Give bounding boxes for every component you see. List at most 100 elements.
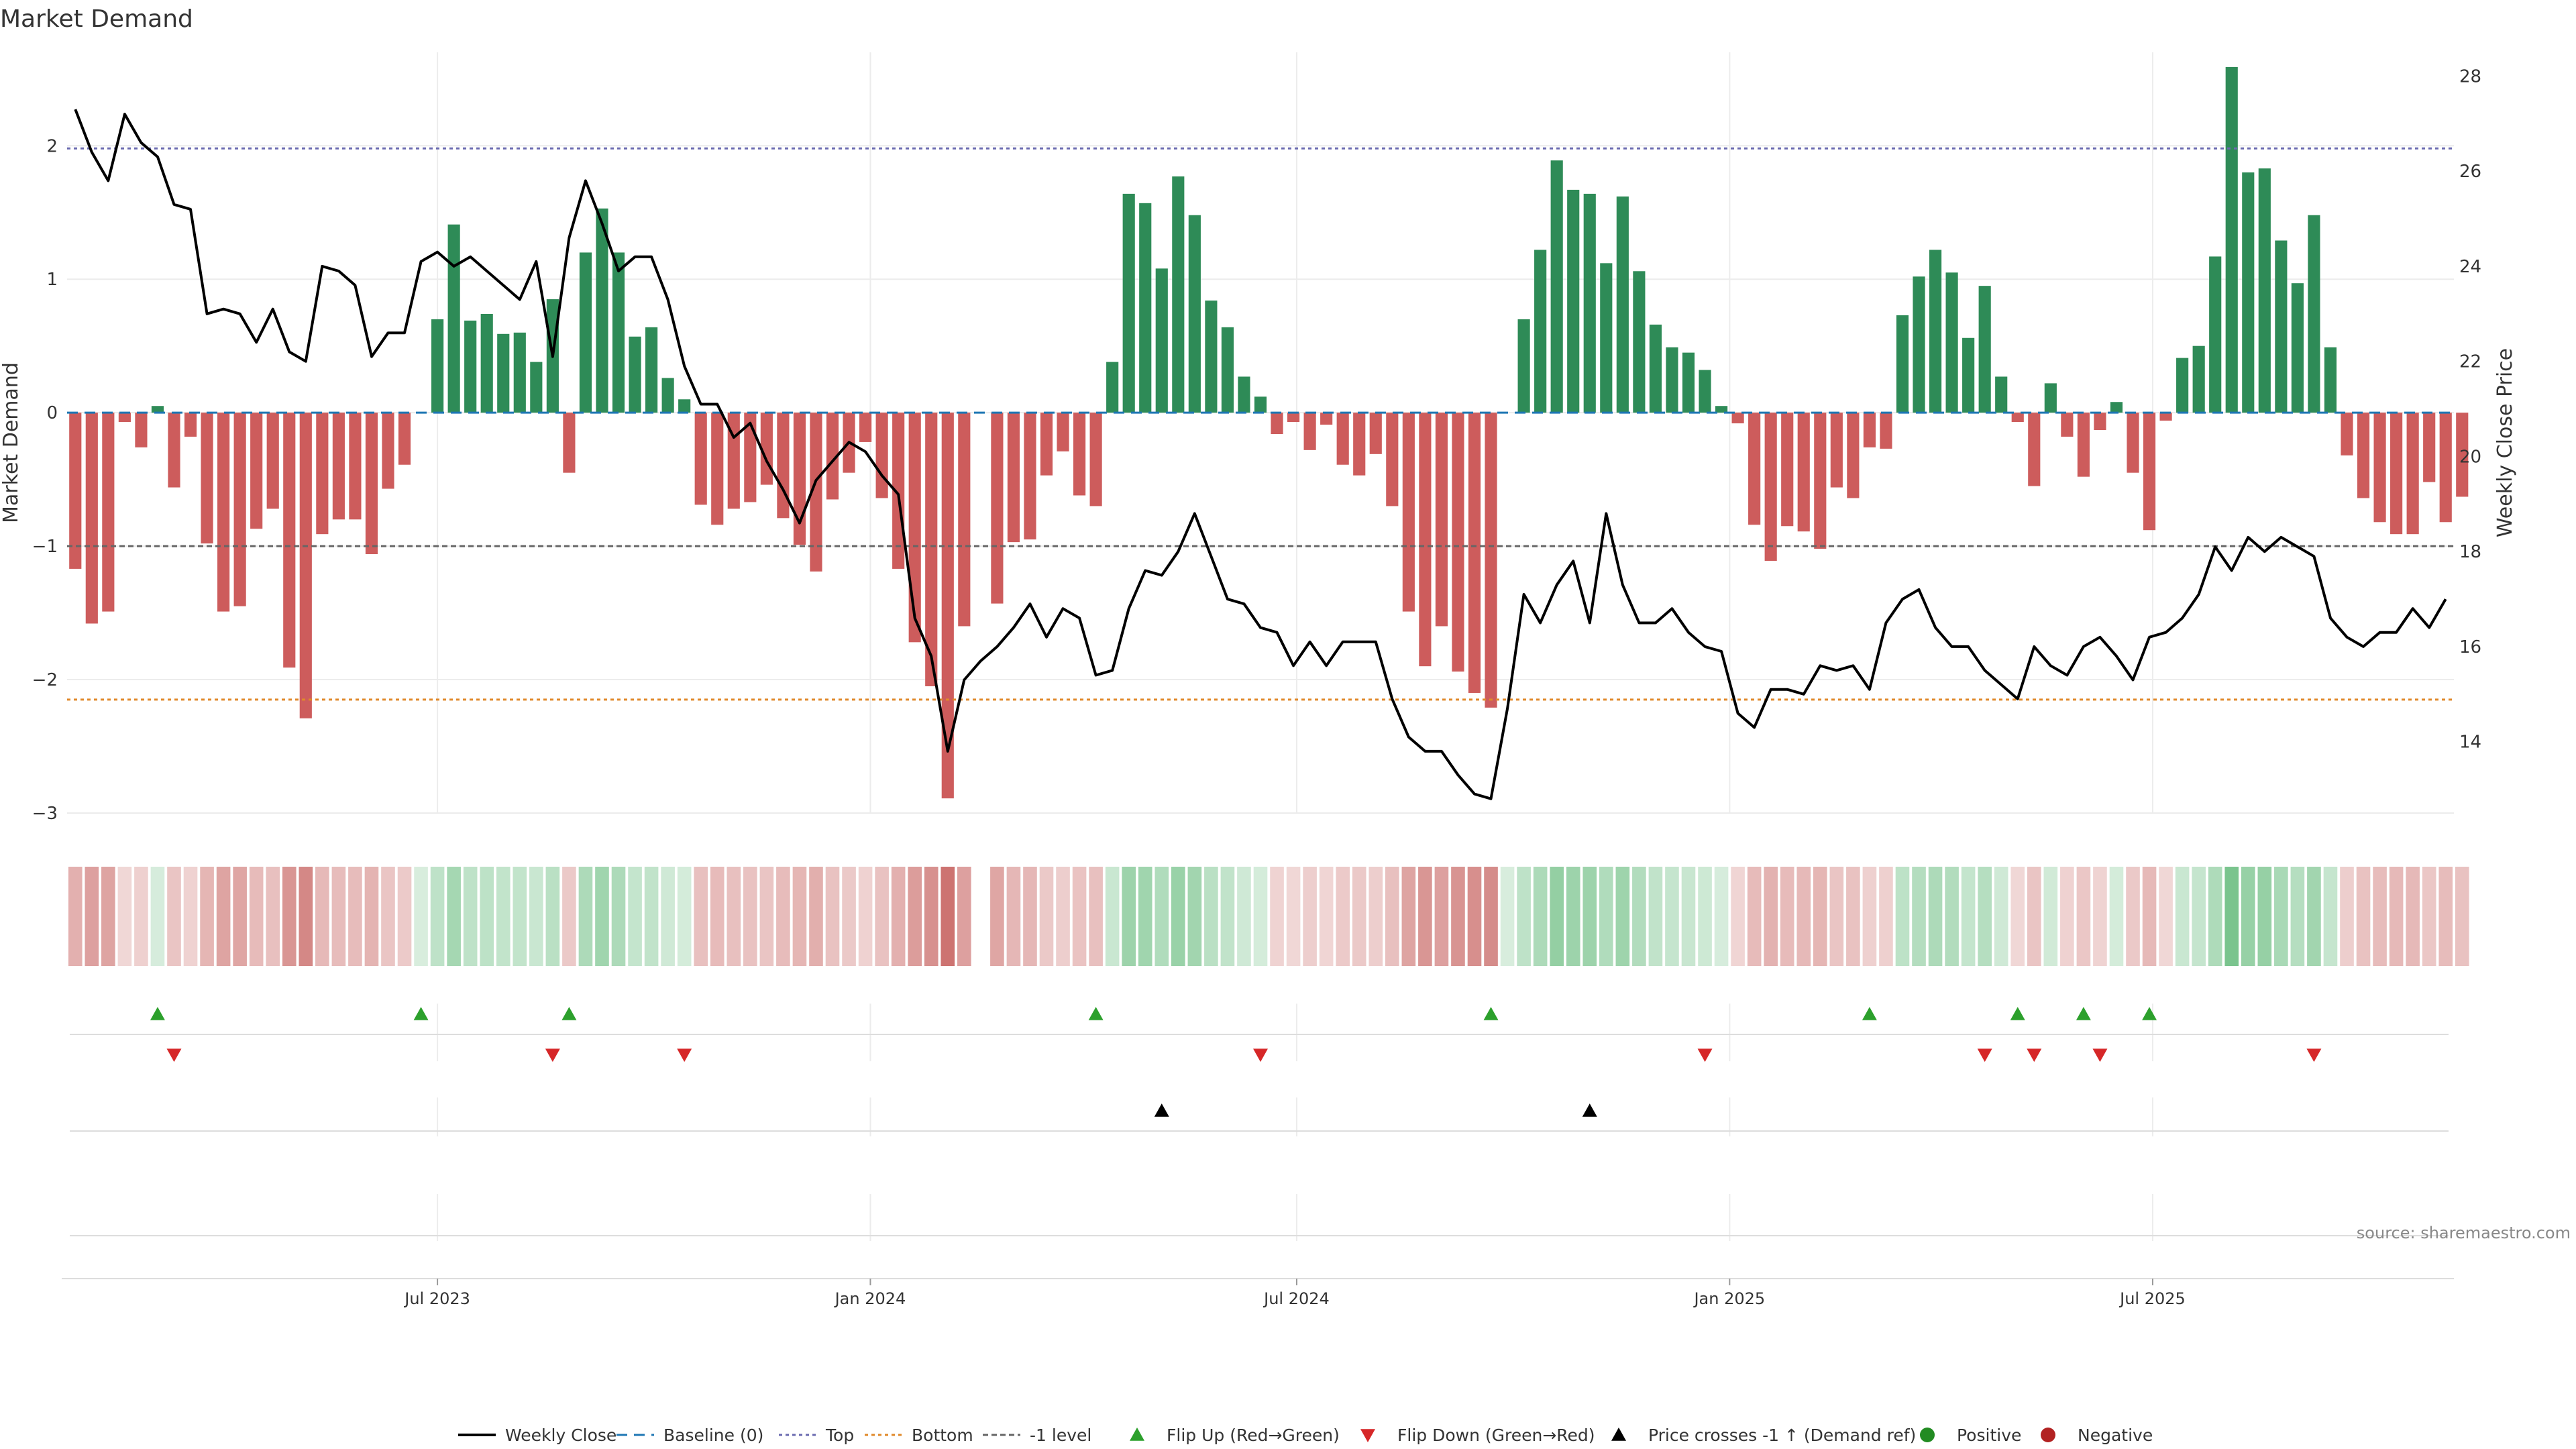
demand-bar-positive xyxy=(1896,315,1909,413)
demand-bar-negative xyxy=(168,413,180,488)
heat-cell-negative xyxy=(776,867,790,966)
heat-cell-positive xyxy=(1171,867,1185,966)
heat-cell-positive xyxy=(545,867,560,966)
demand-bar-negative xyxy=(2127,413,2139,473)
right-tick-label: 26 xyxy=(2459,162,2481,182)
flip-down-marker xyxy=(1697,1049,1713,1062)
right-tick-label: 18 xyxy=(2459,542,2481,562)
demand-bar-positive xyxy=(661,378,674,413)
heat-cell-positive xyxy=(463,867,478,966)
demand-bar-negative xyxy=(349,413,362,520)
legend-label: Flip Up (Red→Green) xyxy=(1167,1426,1340,1445)
demand-bar-positive xyxy=(1929,250,1942,413)
heat-cell-negative xyxy=(167,867,181,966)
heat-cell-negative xyxy=(134,867,148,966)
heat-cell-negative xyxy=(233,867,247,966)
demand-bar-negative xyxy=(299,413,312,718)
legend-label: Positive xyxy=(1957,1426,2021,1445)
demand-bar-negative xyxy=(1336,413,1349,465)
demand-bar-positive xyxy=(629,336,641,413)
demand-bar-negative xyxy=(2094,413,2106,431)
heat-cell-negative xyxy=(216,867,231,966)
demand-bar-negative xyxy=(1419,413,1432,667)
demand-bar-negative xyxy=(727,413,740,509)
heat-cell-negative xyxy=(2373,867,2387,966)
heat-cell-positive xyxy=(1895,867,1910,966)
demand-bar-negative xyxy=(217,413,230,612)
demand-bar-positive xyxy=(1550,160,1563,413)
heat-cell-negative xyxy=(858,867,873,966)
demand-bar-negative xyxy=(1468,413,1481,693)
heat-cell-negative xyxy=(1286,867,1301,966)
flip-up-marker xyxy=(413,1007,429,1020)
demand-bar-negative xyxy=(1057,413,1069,451)
demand-bar-positive xyxy=(2192,345,2205,413)
grid xyxy=(67,52,2454,1241)
heat-cell-negative xyxy=(2455,867,2469,966)
demand-bar-negative xyxy=(1863,413,1876,447)
heat-cell-negative xyxy=(1451,867,1465,966)
right-tick-label: 14 xyxy=(2459,733,2481,753)
heat-cell-positive xyxy=(1138,867,1152,966)
flip-down-marker xyxy=(2027,1049,2042,1062)
heat-cell-negative xyxy=(2340,867,2354,966)
heat-cell-negative xyxy=(1336,867,1350,966)
demand-bar-negative xyxy=(810,413,822,572)
heat-cell-negative xyxy=(1089,867,1103,966)
demand-bar-negative xyxy=(135,413,148,447)
heat-cell-negative xyxy=(2438,867,2453,966)
heat-cell-negative xyxy=(2406,867,2420,966)
demand-bar-positive xyxy=(1205,301,1218,413)
flip-down-marker xyxy=(545,1049,560,1062)
x-tick-label: Jul 2023 xyxy=(403,1289,470,1308)
x-tick-label: Jan 2025 xyxy=(1693,1289,1765,1308)
heat-cell-positive xyxy=(1648,867,1663,966)
flip-up-marker xyxy=(2076,1007,2091,1020)
demand-bar-positive xyxy=(2291,283,2304,413)
demand-bar-negative xyxy=(2143,413,2156,531)
heat-cell-negative xyxy=(266,867,280,966)
demand-bar-negative xyxy=(2406,413,2419,535)
heat-cell-negative xyxy=(727,867,741,966)
demand-bar-negative xyxy=(1435,413,1448,627)
heat-cell-negative xyxy=(200,867,214,966)
x-axis: Jul 2023 Jan 2024 Jul 2024 Jan 2025 Jul 2025 xyxy=(62,1278,2454,1308)
heat-cell-negative xyxy=(183,867,198,966)
demand-bar-negative xyxy=(2357,413,2370,498)
legend-label: Flip Down (Green→Red) xyxy=(1397,1426,1595,1445)
heat-cell-negative xyxy=(990,867,1004,966)
flip-down-marker xyxy=(166,1049,182,1062)
heat-cell-positive xyxy=(2290,867,2305,966)
y-tick-labels: 2 1 0 −1 −2 −3 28 26 24 22 20 18 16 14 xyxy=(32,66,2481,824)
demand-bar-negative xyxy=(266,413,279,509)
left-tick-label: −3 xyxy=(32,804,58,824)
demand-bar-negative xyxy=(941,413,954,799)
demand-bar-positive xyxy=(596,208,608,413)
heat-cell-positive xyxy=(1582,867,1597,966)
heat-cell-negative xyxy=(2142,867,2157,966)
demand-bar-positive xyxy=(530,362,543,413)
demand-bar-negative xyxy=(793,413,806,545)
demand-bar-negative xyxy=(250,413,263,529)
heat-cell-positive xyxy=(496,867,511,966)
demand-bar-negative xyxy=(201,413,213,544)
demand-bar-negative xyxy=(1781,413,1794,527)
heat-cell-positive xyxy=(2241,867,2255,966)
heat-cell-positive xyxy=(2323,867,2338,966)
right-tick-label: 16 xyxy=(2459,637,2481,657)
demand-bar-negative xyxy=(118,413,131,423)
heat-cell-positive xyxy=(1566,867,1580,966)
demand-bar-negative xyxy=(398,413,411,465)
heat-cell-negative xyxy=(1434,867,1449,966)
heat-cell-negative xyxy=(1747,867,1762,966)
flip-down-marker xyxy=(1253,1049,1268,1062)
demand-bar-positive xyxy=(1534,250,1547,413)
heat-cell-positive xyxy=(1550,867,1564,966)
reference-lines xyxy=(67,147,2454,701)
demand-bar-positive xyxy=(1616,196,1629,413)
left-tick-label: 2 xyxy=(46,136,58,156)
price-cross-marker xyxy=(1154,1104,1169,1117)
heat-cell-negative xyxy=(282,867,297,966)
weekly-close-line xyxy=(74,109,2447,800)
demand-bar-negative xyxy=(2341,413,2353,455)
